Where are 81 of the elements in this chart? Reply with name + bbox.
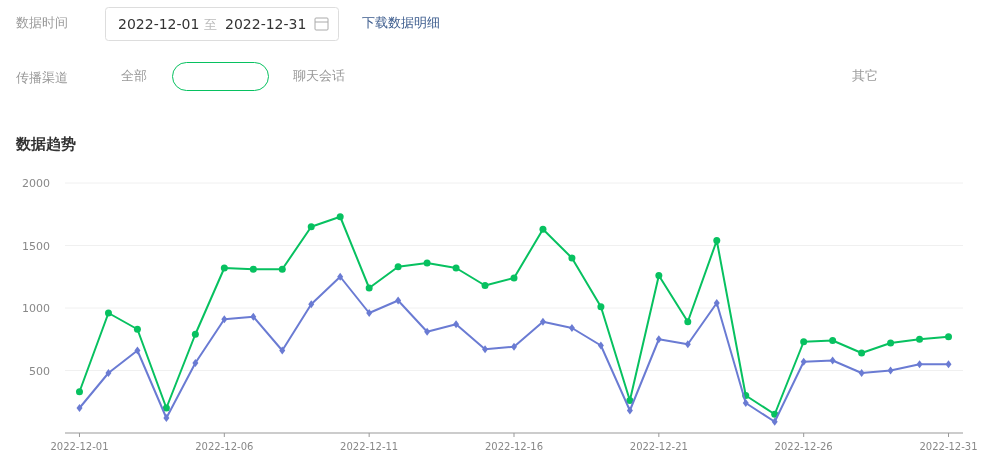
point [539,317,546,326]
point [829,356,836,365]
point [395,296,402,305]
point [945,360,952,369]
y-tick-label: 2000 [22,177,50,190]
point [105,369,112,377]
annotation: 下载数据明细 [362,15,440,30]
point [104,309,112,317]
point [133,325,141,333]
y-tick-label: 1000 [22,302,50,315]
point [365,284,373,292]
point [366,309,373,317]
point [742,399,749,407]
annotation: 其它 [852,68,878,83]
x-tick-label: 2022-12-21 [629,441,688,452]
annotation: 2022-12-01 [118,16,200,32]
point [829,337,837,344]
point [539,225,547,233]
point [510,274,518,282]
point [278,265,286,273]
point [76,404,83,412]
x-tick-label: 2022-12-16 [484,441,544,452]
point [452,264,460,272]
point [800,338,808,346]
x-tick-label: 2022-12-31 [919,441,978,452]
point [220,264,228,272]
point [626,397,634,404]
point [482,345,489,354]
point [655,335,662,344]
annotation: 至 [204,17,217,32]
point [481,282,489,289]
point [424,327,431,336]
annotation: 聊天会话 [293,68,345,83]
point [771,410,779,418]
x-tick-label: 2022-12-11 [340,441,399,452]
point [597,303,605,311]
point [163,414,170,422]
x-tick-label: 2022-12-26 [774,441,833,452]
y-tick-label: 1500 [22,239,50,253]
point [249,265,257,273]
point [800,357,807,366]
point [626,406,633,415]
point [337,272,344,281]
point [887,366,894,375]
point [916,335,924,343]
annotation: 2022-12-31 [225,16,307,32]
point [134,346,141,355]
y-tick-label: 500 [29,364,50,378]
chart-title: 数据趋势 [15,135,76,153]
point [568,254,576,262]
point [568,324,575,332]
point [336,213,344,221]
point [221,315,228,324]
x-tick-label: 2022-12-01 [50,441,109,452]
point [713,237,721,244]
point [858,349,866,357]
point [75,388,83,396]
annotation: 数据时间 [16,15,68,30]
point [916,360,923,369]
point [394,263,402,271]
annotation: 传播渠道 [16,70,68,85]
point [684,318,692,326]
point [945,333,953,341]
point [858,369,865,377]
point [250,312,257,321]
point [453,320,460,329]
point [655,272,663,279]
point [597,341,604,350]
point [771,417,778,426]
point [308,300,315,309]
point [162,404,170,412]
point [887,339,895,347]
point [279,346,286,355]
point [307,223,315,231]
point [191,330,199,338]
point [684,340,691,349]
point [713,299,720,307]
point [423,259,431,267]
annotation: 全部 [121,68,147,83]
point [192,359,199,367]
x-tick-label: 2022-12-06 [195,441,254,452]
